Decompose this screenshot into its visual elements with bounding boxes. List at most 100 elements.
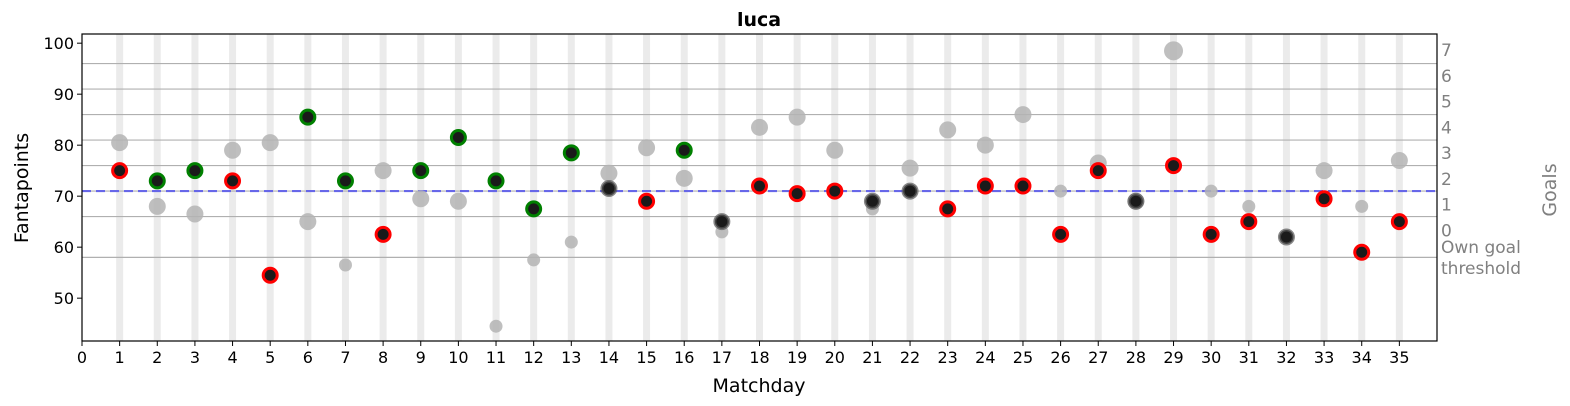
goal-tick-label: 0 xyxy=(1441,221,1452,241)
matchday-band xyxy=(379,34,387,341)
goal-tick-label: 3 xyxy=(1441,144,1452,164)
secondary-point xyxy=(564,235,578,249)
secondary-point xyxy=(224,141,242,159)
x-tick-label: 32 xyxy=(1276,348,1296,367)
matchday-band xyxy=(191,34,199,341)
x-tick-label: 1 xyxy=(115,348,125,367)
x-tick-label: 10 xyxy=(448,348,468,367)
goal-tick-label: 2 xyxy=(1441,170,1452,190)
secondary-point xyxy=(489,319,503,333)
matchday-band xyxy=(417,34,425,341)
fantapoints-point xyxy=(1353,243,1371,261)
own-goal-label-1: Own goal xyxy=(1441,238,1521,258)
secondary-point xyxy=(600,164,618,182)
fantapoints-point xyxy=(713,213,731,231)
x-tick-label: 4 xyxy=(227,348,237,367)
fantapoints-point xyxy=(336,172,354,190)
x-tick-label: 7 xyxy=(340,348,350,367)
x-tick-label: 31 xyxy=(1239,348,1259,367)
secondary-point xyxy=(638,139,656,157)
secondary-point xyxy=(111,134,129,152)
matchday-band xyxy=(944,34,952,341)
fantapoints-point xyxy=(1202,225,1220,243)
x-tick-label: 34 xyxy=(1352,348,1372,367)
goal-tick-label: 1 xyxy=(1441,196,1452,216)
y-tick-label: 50 xyxy=(54,289,74,308)
matchday-band xyxy=(1245,34,1253,341)
goal-tick-label: 4 xyxy=(1441,118,1452,138)
fantapoints-point xyxy=(299,108,317,126)
x-tick-label: 28 xyxy=(1126,348,1146,367)
secondary-point xyxy=(449,192,467,210)
secondary-point xyxy=(826,141,844,159)
x-tick-label: 8 xyxy=(378,348,388,367)
secondary-point xyxy=(788,108,806,126)
fantapoints-point xyxy=(939,200,957,218)
x-tick-label: 11 xyxy=(486,348,506,367)
x-tick-label: 6 xyxy=(303,348,313,367)
y-tick-label: 90 xyxy=(54,85,74,104)
x-tick-label: 13 xyxy=(561,348,581,367)
matchday-band xyxy=(1170,34,1178,341)
secondary-point xyxy=(901,159,919,177)
x-tick-label: 27 xyxy=(1088,348,1108,367)
secondary-point xyxy=(527,253,541,267)
matchday-band xyxy=(1358,34,1366,341)
fantapoints-point xyxy=(1014,177,1032,195)
fantapoints-point xyxy=(1052,225,1070,243)
fantapoints-point xyxy=(751,177,768,195)
matchday-band xyxy=(1132,34,1140,341)
secondary-point xyxy=(1315,162,1333,180)
x-tick-label: 18 xyxy=(749,348,769,367)
fantapoints-point xyxy=(1240,213,1258,231)
fantapoints-point xyxy=(863,192,881,210)
secondary-point xyxy=(1355,199,1369,213)
goal-tick-label: 5 xyxy=(1441,93,1452,113)
matchday-band xyxy=(530,34,538,341)
fantapoints-point xyxy=(826,182,844,200)
x-tick-label: 3 xyxy=(190,348,200,367)
secondary-point xyxy=(1164,41,1184,61)
secondary-point xyxy=(148,197,166,215)
x-tick-label: 5 xyxy=(265,348,275,367)
fantapoints-point xyxy=(525,200,543,218)
fantapoints-point xyxy=(1315,190,1333,208)
fantapoints-point xyxy=(374,225,392,243)
fantapoints-point xyxy=(186,162,204,180)
fantapoints-point xyxy=(224,172,242,190)
fantapoints-point xyxy=(562,144,580,162)
fantapoints-point xyxy=(788,185,806,203)
matchday-band xyxy=(116,34,124,341)
matchday-band xyxy=(680,34,688,341)
fantapoints-point xyxy=(976,177,994,195)
matchday-band xyxy=(1395,34,1403,341)
secondary-point xyxy=(1014,106,1032,124)
secondary-point xyxy=(186,205,204,223)
x-tick-label: 25 xyxy=(1013,348,1033,367)
fantapoints-point xyxy=(638,192,656,210)
matchday-band xyxy=(266,34,274,341)
secondary-point xyxy=(374,162,392,180)
fantapoints-point xyxy=(412,162,430,180)
secondary-point xyxy=(299,213,317,231)
x-tick-label: 14 xyxy=(599,348,619,367)
secondary-point xyxy=(976,136,994,154)
x-tick-label: 17 xyxy=(712,348,732,367)
x-tick-label: 35 xyxy=(1389,348,1409,367)
fantapoints-point xyxy=(675,141,693,159)
x-tick-label: 21 xyxy=(862,348,882,367)
own-goal-label-2: threshold xyxy=(1441,259,1521,279)
x-tick-label: 0 xyxy=(77,348,87,367)
x-tick-label: 19 xyxy=(787,348,807,367)
matchday-band xyxy=(1094,34,1102,341)
fantapoints-point xyxy=(1277,228,1295,246)
secondary-point xyxy=(1204,184,1218,198)
secondary-point xyxy=(1390,151,1408,169)
y-tick-label: 80 xyxy=(54,136,74,155)
matchday-band xyxy=(718,34,726,341)
secondary-point xyxy=(751,118,768,136)
fantapoints-point xyxy=(261,266,279,284)
secondary-point xyxy=(261,134,279,152)
chart-title: luca xyxy=(737,9,781,31)
